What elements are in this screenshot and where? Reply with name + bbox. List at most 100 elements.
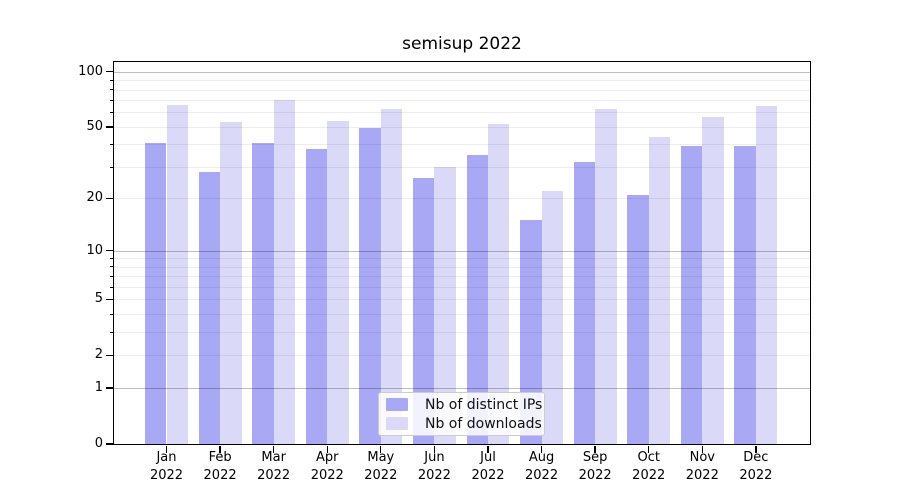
x-tick-mark xyxy=(380,446,382,453)
bar-downloads-mar xyxy=(273,100,296,444)
legend: Nb of distinct IPs Nb of downloads xyxy=(378,392,545,436)
x-tick-label: Mar 2022 xyxy=(242,449,306,484)
bar-downloads-may xyxy=(380,108,403,444)
y-tick-label: 0 xyxy=(94,436,103,451)
x-tick-label: Jun 2022 xyxy=(402,449,466,484)
x-tick-yearline: 2022 xyxy=(525,467,559,483)
x-tick-yearline: 2022 xyxy=(203,467,237,483)
legend-label-distinct-ips: Nb of distinct IPs xyxy=(425,396,543,413)
x-tick-yearline: 2022 xyxy=(310,467,344,483)
x-tick-yearline: 2022 xyxy=(149,467,184,483)
bar-ips-jun xyxy=(412,178,435,444)
x-tick-mark xyxy=(487,446,489,453)
y-tick-label: 10 xyxy=(86,242,103,258)
y-minor-tick-mark xyxy=(109,79,113,81)
y-minor-tick-mark xyxy=(109,166,113,168)
x-tick-mark xyxy=(219,446,221,453)
bar-ips-apr xyxy=(305,148,328,444)
y-tick-label: 50 xyxy=(86,118,103,134)
x-tick-label: Jul 2022 xyxy=(456,449,520,484)
x-tick-yearline: 2022 xyxy=(632,467,666,483)
y-tick-mark xyxy=(105,298,113,301)
x-tick-label: Aug 2022 xyxy=(510,449,574,484)
bar-ips-jan xyxy=(145,142,167,444)
x-tick-month: Feb xyxy=(208,450,232,465)
x-tick-mark xyxy=(755,446,757,453)
bar-downloads-jan xyxy=(166,104,188,444)
x-tick-month: Aug xyxy=(528,450,555,465)
y-tick-mark xyxy=(105,126,113,128)
x-tick-label: Jan 2022 xyxy=(135,449,199,484)
x-tick-label: May 2022 xyxy=(349,449,413,484)
x-tick-mark xyxy=(594,446,596,453)
x-tick-label: Nov 2022 xyxy=(670,449,734,484)
x-tick-month: Dec xyxy=(743,450,769,465)
bar-downloads-aug xyxy=(541,191,563,444)
y-minor-tick-mark xyxy=(109,313,113,315)
x-tick-yearline: 2022 xyxy=(364,467,398,483)
bar-ips-feb xyxy=(198,172,221,444)
bar-ips-jul xyxy=(466,154,488,444)
y-minor-tick-mark xyxy=(109,266,113,268)
legend-item-distinct-ips: Nb of distinct IPs xyxy=(386,396,544,413)
x-tick-label: Apr 2022 xyxy=(295,449,359,484)
bar-ips-dec xyxy=(734,146,756,444)
chart-title: semisup 2022 xyxy=(402,34,522,54)
x-tick-mark xyxy=(165,446,168,453)
x-tick-label: Oct 2022 xyxy=(617,449,681,484)
y-minor-tick-mark xyxy=(109,257,113,259)
y-tick-mark xyxy=(105,354,113,357)
bar-downloads-jun xyxy=(434,167,456,444)
x-tick-mark xyxy=(433,446,436,453)
plot-area xyxy=(114,62,810,444)
x-tick-month: Jan xyxy=(156,450,177,465)
y-tick-label: 2 xyxy=(94,347,103,363)
legend-label-downloads: Nb of downloads xyxy=(425,415,542,432)
x-tick-month: Jul xyxy=(480,450,496,465)
x-tick-yearline: 2022 xyxy=(257,467,291,483)
x-tick-yearline: 2022 xyxy=(471,467,505,483)
bar-downloads-nov xyxy=(702,116,724,444)
y-tick-mark xyxy=(105,197,113,200)
y-tick-mark xyxy=(105,71,113,73)
x-tick-month: Jun xyxy=(424,450,445,465)
bar-downloads-apr xyxy=(327,120,349,444)
x-tick-mark xyxy=(326,446,328,453)
y-minor-tick-mark xyxy=(109,143,113,145)
bar-downloads-dec xyxy=(755,106,778,444)
bar-ips-mar xyxy=(252,142,274,444)
bar-ips-oct xyxy=(627,194,649,444)
x-tick-yearline: 2022 xyxy=(685,467,719,483)
y-minor-tick-mark xyxy=(109,99,113,101)
bar-downloads-feb xyxy=(220,122,242,444)
bar-ips-aug xyxy=(520,220,542,444)
x-tick-month: May xyxy=(367,450,395,465)
y-tick-label: 1 xyxy=(94,380,103,396)
y-minor-tick-mark xyxy=(109,286,113,288)
x-tick-month: Sep xyxy=(582,450,608,465)
legend-swatch-distinct-ips xyxy=(386,398,408,411)
y-minor-tick-mark xyxy=(109,331,113,333)
x-tick-yearline: 2022 xyxy=(739,467,773,483)
bars-layer xyxy=(114,62,810,444)
y-tick-label: 20 xyxy=(86,190,103,206)
x-tick-label: Sep 2022 xyxy=(563,449,627,484)
y-tick-label: 100 xyxy=(78,63,103,79)
y-tick-mark xyxy=(105,387,113,389)
x-tick-yearline: 2022 xyxy=(578,467,612,483)
x-tick-month: Oct xyxy=(637,450,660,465)
x-tick-month: Nov xyxy=(689,450,715,465)
y-tick-mark xyxy=(105,249,113,252)
x-tick-mark xyxy=(540,446,543,453)
legend-swatch-downloads xyxy=(386,417,408,430)
x-tick-mark xyxy=(701,446,703,453)
y-tick-label: 5 xyxy=(94,291,103,307)
x-tick-mark xyxy=(648,446,650,453)
x-tick-label: Feb 2022 xyxy=(188,449,252,484)
x-tick-yearline: 2022 xyxy=(417,467,451,483)
y-tick-mark xyxy=(105,443,113,445)
x-tick-month: Apr xyxy=(315,450,339,465)
x-tick-mark xyxy=(273,446,275,453)
bar-downloads-oct xyxy=(648,136,671,444)
bar-downloads-jul xyxy=(487,123,510,444)
